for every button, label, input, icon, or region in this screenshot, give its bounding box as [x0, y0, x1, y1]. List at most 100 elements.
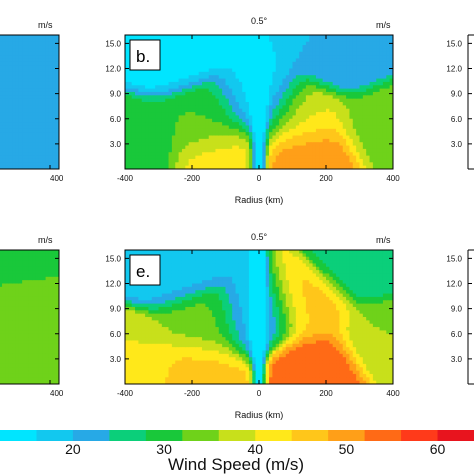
left-top-cell	[0, 41, 3, 46]
left-top-cell	[0, 102, 3, 106]
left-top-cell	[5, 81, 10, 86]
left-top-cell	[55, 61, 59, 66]
left-top-cell	[52, 65, 57, 69]
left-top-cell	[5, 68, 10, 73]
left-top-cell	[38, 75, 43, 80]
left-top-cell	[0, 38, 3, 43]
left-top-cell	[45, 88, 50, 93]
left-top-cell	[15, 95, 20, 100]
left-top-cell	[28, 78, 33, 83]
left-top-cell	[18, 115, 23, 120]
left-top-cell	[48, 88, 53, 93]
left-top-cell	[12, 65, 16, 69]
left-top-cell	[2, 165, 6, 169]
left-top-cell	[8, 68, 13, 73]
left-top-cell	[18, 61, 23, 66]
left-top-cell	[2, 68, 6, 73]
left-top-cell	[32, 35, 37, 39]
left-top-cell	[38, 48, 43, 53]
left-top-cell	[2, 122, 6, 126]
left-top-cell	[28, 128, 33, 133]
left-top-cell	[22, 91, 26, 96]
left-top-cell	[5, 88, 10, 93]
left-top-cell	[15, 122, 20, 126]
left-top-cell	[25, 155, 30, 160]
left-top-cell	[48, 55, 53, 59]
left-top-cell	[15, 165, 20, 169]
left-top-cell	[22, 78, 26, 83]
left-top-cell	[35, 91, 40, 96]
left-top-cell	[38, 158, 43, 163]
left-top-cell	[22, 105, 26, 110]
left-top-cell	[22, 118, 26, 123]
left-top-cell	[15, 41, 20, 46]
left-top-cell	[0, 105, 3, 110]
left-top-cell	[12, 128, 16, 133]
left-top-cell	[15, 51, 20, 56]
left-top-cell	[15, 162, 20, 167]
left-top-cell	[32, 118, 37, 123]
left-top-cell	[32, 105, 37, 110]
left-top-cell	[5, 78, 10, 83]
left-top-cell	[18, 148, 23, 153]
left-top-cell	[8, 75, 13, 80]
left-top-cell	[22, 135, 26, 140]
left-top-cell	[32, 135, 37, 140]
left-top-cell	[12, 162, 16, 167]
left-top-cell	[25, 132, 30, 136]
left-top-cell	[28, 138, 33, 143]
left-top-cell	[52, 51, 57, 56]
left-top-cell	[48, 78, 53, 83]
left-top-cell	[2, 61, 6, 66]
left-top-cell	[8, 115, 13, 120]
left-top-cell	[38, 112, 43, 116]
left-top-cell	[12, 102, 16, 106]
left-top-cell	[52, 145, 57, 150]
left-top-cell	[38, 105, 43, 110]
left-top-cell	[22, 148, 26, 153]
left-top-cell	[25, 55, 30, 59]
left-top-cell	[35, 85, 40, 90]
left-top-cell	[12, 142, 16, 147]
left-top-cell	[38, 138, 43, 143]
left-top-cell	[28, 105, 33, 110]
left-top-cell	[45, 75, 50, 80]
left-top-cell	[38, 98, 43, 103]
left-top-cell	[2, 108, 6, 113]
left-top-cell	[12, 165, 16, 169]
left-top-cell	[5, 75, 10, 80]
left-top-cell	[55, 68, 59, 73]
left-top-cell	[55, 71, 59, 76]
left-top-cell	[45, 41, 50, 46]
left-top-cell	[38, 85, 43, 90]
left-top-cell	[18, 85, 23, 90]
left-top-cell	[8, 148, 13, 153]
left-top-cell	[38, 165, 43, 169]
left-top-cell	[35, 125, 40, 130]
left-top-cell	[42, 51, 47, 56]
left-top-cell	[42, 108, 47, 113]
left-top-cell	[0, 122, 3, 126]
left-top-cell	[48, 155, 53, 160]
left-top-cell	[28, 68, 33, 73]
left-top-cell	[48, 91, 53, 96]
left-top-cell	[18, 162, 23, 167]
left-top-cell	[0, 61, 3, 66]
left-top-cell	[28, 158, 33, 163]
left-top-cell	[32, 125, 37, 130]
left-top-cell	[28, 75, 33, 80]
left-top-cell	[28, 58, 33, 63]
left-top-cell	[52, 152, 57, 157]
left-top-cell	[22, 85, 26, 90]
left-top-cell	[42, 122, 47, 126]
left-top-cell	[35, 128, 40, 133]
left-top-cell	[22, 88, 26, 93]
left-top-cell	[28, 142, 33, 147]
left-top-cell	[45, 71, 50, 76]
left-top-cell	[28, 91, 33, 96]
left-top-cell	[2, 45, 6, 49]
left-top-cell	[18, 48, 23, 53]
left-top-cell	[2, 58, 6, 63]
left-top-cell	[48, 135, 53, 140]
left-top-cell	[22, 45, 26, 49]
